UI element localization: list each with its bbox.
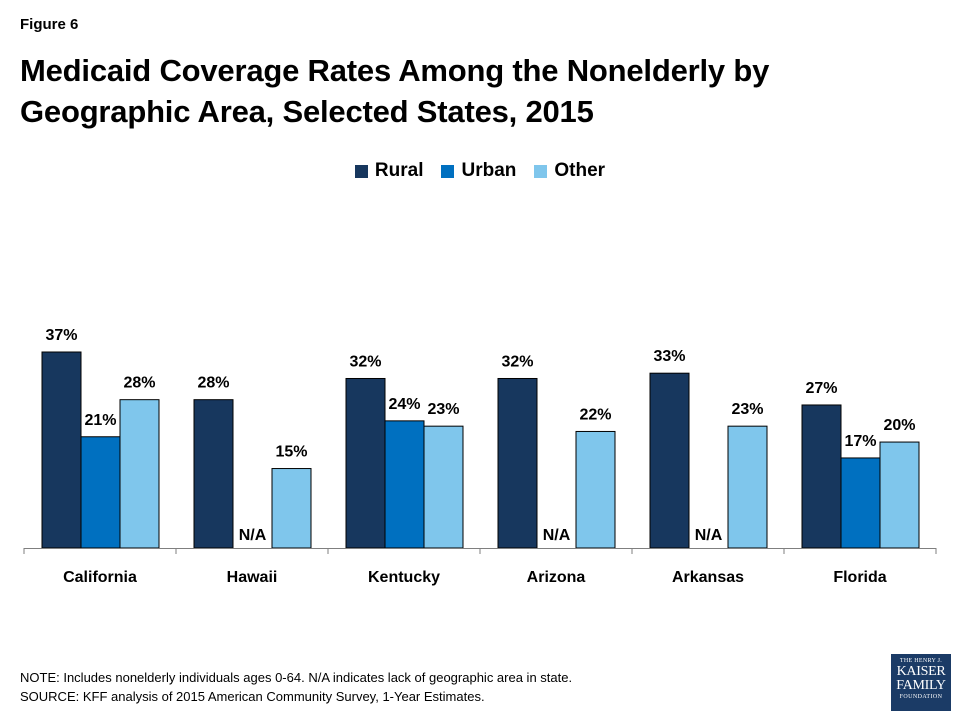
bar-urban-florida (840, 457, 881, 549)
logo-line-4: FOUNDATION (899, 694, 943, 700)
legend-label-rural: Rural (374, 160, 424, 181)
data-label-urban-kentucky: 24% (388, 396, 420, 413)
bar-other-arkansas (727, 425, 768, 549)
legend-swatch-other (534, 164, 548, 178)
logo-line-3: FAMILY (896, 678, 946, 693)
legend-label-other: Other (554, 160, 606, 181)
source-text: SOURCE: KFF analysis of 2015 American Co… (20, 689, 485, 704)
data-label-rural-california: 37% (45, 327, 77, 344)
x-tick-label-kentucky: Kentucky (368, 569, 440, 586)
bar-urban-california (80, 436, 121, 549)
data-label-urban-california: 21% (84, 412, 116, 429)
chart-title: Medicaid Coverage Rates Among the Noneld… (20, 53, 770, 129)
x-tick-label-hawaii: Hawaii (227, 569, 278, 586)
legend-item-other: Other (534, 160, 605, 182)
kff-logo: THE HENRY J. KAISER FAMILY FOUNDATION (891, 654, 951, 711)
data-label-other-kentucky: 23% (427, 401, 459, 418)
notes: NOTE: Includes nonelderly individuals ag… (20, 668, 572, 706)
data-label-other-florida: 20% (883, 417, 915, 434)
x-tick-label-california: California (63, 569, 137, 586)
data-label-urban-florida: 17% (844, 433, 876, 450)
legend-label-urban: Urban (461, 160, 517, 181)
bar-other-california (119, 399, 160, 549)
na-label-urban-arizona: N/A (543, 527, 571, 544)
legend: Rural Urban Other (0, 160, 960, 182)
data-label-other-arizona: 22% (579, 406, 611, 423)
data-label-rural-hawaii: 28% (197, 375, 229, 392)
na-label-urban-arkansas: N/A (695, 527, 723, 544)
na-label-urban-hawaii: N/A (239, 527, 267, 544)
x-tick-label-florida: Florida (833, 569, 886, 586)
logo-line-1: THE HENRY J. (899, 658, 943, 664)
data-label-other-arkansas: 23% (731, 401, 763, 418)
data-label-other-california: 28% (123, 375, 155, 392)
bar-other-florida (879, 441, 920, 549)
data-label-other-hawaii: 15% (275, 444, 307, 461)
logo-line-2: KAISER (896, 664, 946, 679)
data-label-rural-arkansas: 33% (653, 348, 685, 365)
bar-urban-kentucky (384, 420, 425, 549)
figure-label: Figure 6 (20, 16, 79, 33)
legend-swatch-rural (354, 164, 368, 178)
data-label-rural-kentucky: 32% (349, 353, 381, 370)
bar-rural-arizona (497, 377, 538, 549)
bar-other-hawaii (271, 468, 312, 549)
bar-rural-arkansas (649, 372, 690, 549)
bar-rural-hawaii (193, 399, 234, 549)
bar-rural-florida (801, 404, 842, 549)
bar-rural-kentucky (345, 377, 386, 549)
x-tick-label-arizona: Arizona (527, 569, 586, 586)
note-text: NOTE: Includes nonelderly individuals ag… (20, 670, 573, 685)
bar-other-kentucky (423, 425, 464, 549)
x-tick-label-arkansas: Arkansas (672, 569, 744, 586)
data-label-rural-arizona: 32% (501, 353, 533, 370)
legend-swatch-urban (441, 164, 455, 178)
legend-item-rural: Rural (354, 160, 424, 182)
legend-item-urban: Urban (441, 160, 516, 182)
data-label-rural-florida: 27% (805, 380, 837, 397)
bar-other-arizona (575, 430, 616, 549)
bar-rural-california (41, 351, 82, 549)
